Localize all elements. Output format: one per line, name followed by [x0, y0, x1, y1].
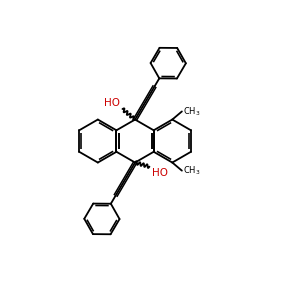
Text: HO: HO — [152, 168, 168, 178]
Text: CH$_3$: CH$_3$ — [183, 105, 201, 118]
Text: CH$_3$: CH$_3$ — [183, 164, 201, 177]
Text: HO: HO — [104, 98, 120, 108]
